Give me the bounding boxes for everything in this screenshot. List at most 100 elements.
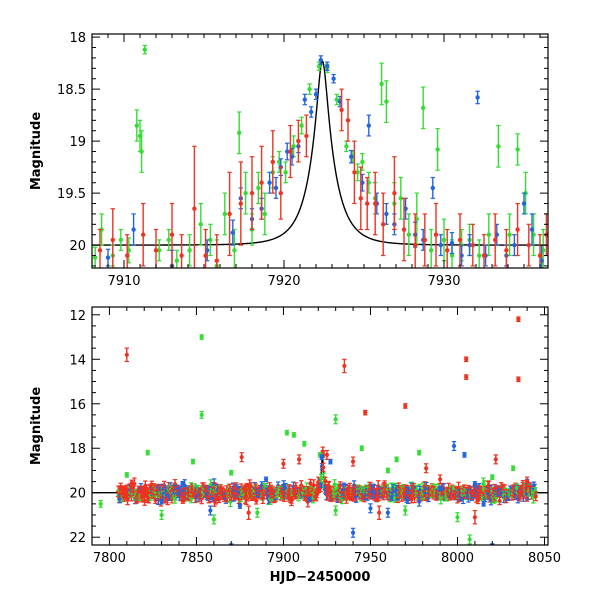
data-point (449, 232, 455, 255)
data-point (403, 403, 408, 409)
x-tick-label: 7850 (180, 551, 213, 566)
data-point (302, 93, 307, 106)
data-point (169, 202, 175, 267)
data-point (159, 498, 164, 505)
x-tick-label: 7900 (267, 551, 300, 566)
y-tick-label: 18 (69, 31, 86, 46)
data-point (417, 496, 422, 507)
data-point (384, 80, 389, 124)
y-tick-label: 19.5 (57, 187, 86, 202)
data-point (477, 239, 482, 268)
data-point (385, 467, 391, 474)
data-point (413, 213, 418, 268)
data-point (256, 171, 261, 205)
data-point (475, 90, 480, 105)
data-point (249, 156, 255, 231)
data-point (481, 234, 487, 268)
data-point (490, 474, 495, 480)
data-point (435, 128, 440, 171)
y-tick-label: 19 (69, 135, 86, 150)
data-point (493, 454, 498, 465)
bottom-ticks: 7800 7850 7900 7950 8000 8050 12 14 16 18 20 22 (69, 307, 561, 566)
data-point (134, 109, 139, 142)
data-point (349, 149, 354, 164)
data-point (406, 213, 411, 257)
data-point (302, 440, 307, 447)
data-point (373, 171, 378, 236)
data-point (515, 133, 520, 166)
data-point (307, 83, 312, 95)
data-point (270, 130, 275, 194)
data-point (131, 213, 136, 246)
data-point (93, 246, 98, 268)
data-point (291, 135, 296, 158)
y-tick-label: 16 (69, 398, 86, 413)
x-tick-label: 8000 (441, 551, 474, 566)
data-point (470, 223, 475, 267)
data-point (403, 505, 408, 516)
x-tick-label: 7920 (267, 274, 300, 289)
data-point (463, 356, 469, 363)
data-point (359, 445, 364, 452)
data-point (433, 202, 439, 267)
data-point (214, 234, 219, 268)
top-panel: 7910 7920 7930 18 18.5 19 19.5 20 Magnitude (29, 31, 549, 289)
data-point (512, 234, 517, 257)
data-point (421, 86, 426, 130)
y-tick-label: 14 (69, 353, 86, 368)
data-point (192, 145, 197, 268)
data-point (187, 234, 192, 267)
data-point (237, 503, 243, 509)
data-point (438, 234, 443, 257)
data-point (381, 192, 386, 257)
data-point (355, 163, 360, 182)
top-plot-frame (91, 33, 549, 269)
y-tick-label: 12 (69, 309, 86, 324)
data-point (350, 527, 356, 538)
data-point (317, 61, 322, 72)
data-point (333, 505, 338, 516)
data-point (179, 234, 184, 268)
data-point (199, 334, 204, 340)
bottom-panel: 7800 7850 7900 7950 8000 8050 12 14 16 18 20 22 Mag… (29, 306, 561, 585)
data-point (238, 161, 243, 246)
y-tick-label: 18.5 (57, 83, 86, 98)
data-point (285, 142, 290, 161)
data-point (385, 507, 391, 518)
data-point (384, 202, 389, 225)
data-point (246, 505, 251, 521)
data-point (521, 192, 527, 215)
data-point (139, 130, 144, 173)
data-point (203, 228, 208, 268)
data-point (227, 171, 232, 257)
x-tick-label: 7800 (93, 551, 126, 566)
data-point (319, 454, 324, 460)
data-point (145, 449, 150, 456)
data-point (198, 202, 203, 246)
y-tick-label: 18 (69, 442, 86, 457)
data-point (325, 61, 330, 72)
x-tick-label: 7950 (354, 551, 387, 566)
data-point (472, 481, 478, 487)
data-point (124, 347, 130, 363)
data-point (363, 409, 368, 416)
data-point (273, 176, 279, 199)
data-point (243, 171, 248, 215)
bottom-x-axis-label: HJD−2450000 (270, 570, 371, 585)
data-point (267, 171, 272, 194)
data-point (358, 166, 363, 231)
data-point (97, 228, 103, 268)
data-point (278, 166, 283, 220)
data-point (510, 465, 516, 472)
data-point (496, 124, 501, 168)
baseline-point (533, 491, 538, 502)
data-point (309, 106, 314, 118)
data-point (451, 440, 457, 452)
data-point (105, 248, 111, 267)
data-point (307, 496, 312, 503)
data-point (296, 454, 302, 465)
data-point (467, 234, 472, 257)
data-point (331, 73, 336, 84)
data-point (255, 507, 260, 518)
